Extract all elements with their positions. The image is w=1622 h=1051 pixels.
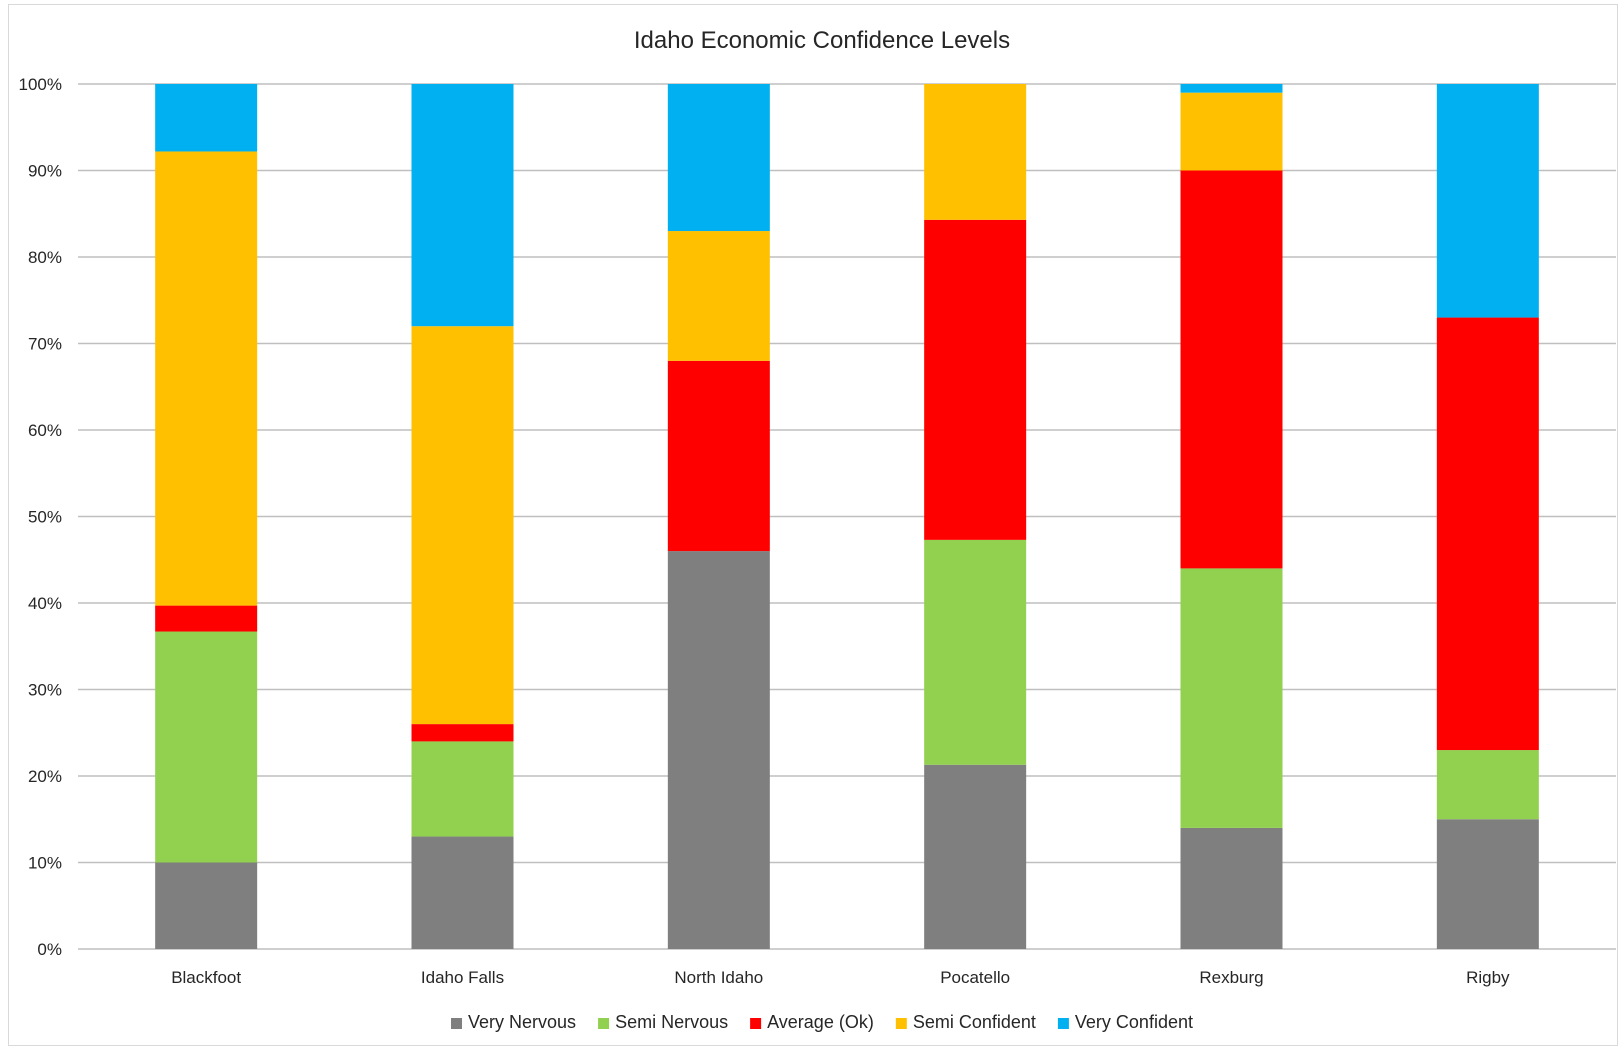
gridlines: [78, 83, 1616, 950]
legend-item: Semi Confident: [895, 1012, 1036, 1032]
legend: Very Nervous Semi Nervous Average (Ok) Semi…: [451, 1012, 1193, 1032]
x-category-label: North Idaho: [674, 968, 763, 987]
y-tick-label: 30%: [28, 681, 62, 700]
y-tick-label: 50%: [28, 508, 62, 527]
y-tick-label: 0%: [37, 940, 62, 959]
bar-segment-semi-confident-pocatello: [924, 84, 1027, 220]
y-tick-label: 100%: [19, 75, 62, 94]
legend-label: Very Nervous: [468, 1012, 576, 1032]
bar-segment-semi-confident-idaho-falls: [411, 326, 514, 725]
legend-swatch: [451, 1018, 463, 1029]
bar-segment-very-confident-north-idaho: [667, 84, 770, 232]
x-category-label: Blackfoot: [171, 968, 241, 987]
bar-segment-semi-confident-blackfoot: [155, 151, 258, 606]
chart-title: Idaho Economic Confidence Levels: [634, 27, 1010, 54]
bar-segment-very-confident-rexburg: [1180, 84, 1283, 93]
chart-frame: [8, 4, 1618, 1046]
bar-segment-semi-nervous-idaho-falls: [411, 741, 514, 837]
legend-item: Average (Ok): [750, 1012, 874, 1032]
bar-segment-average-ok-blackfoot: [155, 605, 258, 632]
bar-segment-very-confident-rigby: [1436, 84, 1539, 318]
x-category-label: Idaho Falls: [421, 968, 504, 987]
legend-item: Very Nervous: [451, 1012, 576, 1032]
legend-label: Average (Ok): [767, 1012, 874, 1032]
legend-swatch: [750, 1018, 762, 1029]
bar-segment-semi-nervous-rigby: [1436, 750, 1539, 820]
bar-segment-very-nervous-idaho-falls: [411, 836, 514, 949]
bar-segment-very-confident-idaho-falls: [411, 84, 514, 327]
bar-segment-semi-confident-north-idaho: [667, 231, 770, 361]
bar-segment-average-ok-pocatello: [924, 219, 1027, 540]
bars: [155, 84, 1539, 949]
bar-segment-very-nervous-north-idaho: [667, 551, 770, 949]
legend-label: Semi Nervous: [615, 1012, 728, 1032]
y-tick-label: 90%: [28, 162, 62, 181]
legend-swatch: [598, 1018, 610, 1029]
bar-segment-average-ok-rigby: [1436, 317, 1539, 751]
x-category-label: Rexburg: [1199, 968, 1263, 987]
y-tick-label: 10%: [28, 854, 62, 873]
bar-segment-very-nervous-rigby: [1436, 819, 1539, 949]
y-tick-label: 20%: [28, 767, 62, 786]
legend-item: Very Confident: [1057, 1012, 1193, 1032]
bar-segment-very-nervous-blackfoot: [155, 862, 258, 949]
x-category-label: Rigby: [1466, 968, 1510, 987]
legend-swatch: [1057, 1018, 1069, 1029]
bar-segment-semi-nervous-blackfoot: [155, 631, 258, 863]
bar-segment-very-nervous-pocatello: [924, 764, 1027, 949]
bar-segment-very-nervous-rexburg: [1180, 827, 1283, 949]
legend-swatch: [895, 1018, 907, 1029]
y-tick-label: 70%: [28, 335, 62, 354]
legend-label: Semi Confident: [913, 1012, 1036, 1032]
bar-segment-average-ok-rexburg: [1180, 170, 1283, 569]
bar-segment-very-confident-blackfoot: [155, 84, 258, 152]
bar-segment-semi-nervous-rexburg: [1180, 568, 1283, 828]
bar-segment-average-ok-north-idaho: [667, 360, 770, 552]
legend-item: Semi Nervous: [598, 1012, 728, 1032]
x-axis-categories: Blackfoot Idaho Falls North Idaho Pocatello…: [171, 968, 1510, 987]
bar-segment-semi-nervous-pocatello: [924, 539, 1027, 765]
bar-segment-average-ok-idaho-falls: [411, 724, 514, 742]
y-axis-ticks: 0% 10% 20% 30% 40% 50% 60% 70% 80% 90% 100%: [19, 75, 62, 959]
y-tick-label: 60%: [28, 421, 62, 440]
x-category-label: Pocatello: [940, 968, 1010, 987]
y-tick-label: 80%: [28, 248, 62, 267]
legend-label: Very Confident: [1075, 1012, 1193, 1032]
bar-segment-semi-confident-rexburg: [1180, 92, 1283, 171]
y-tick-label: 40%: [28, 594, 62, 613]
